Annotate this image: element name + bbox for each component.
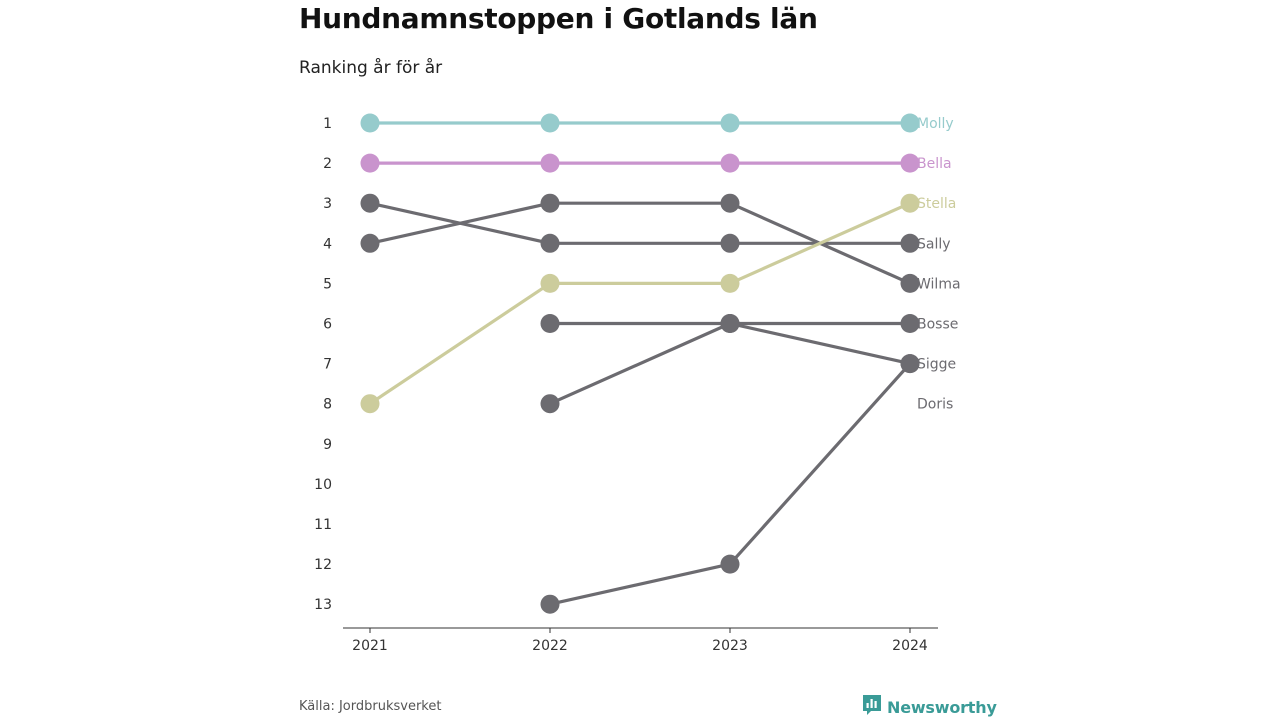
series-point-sally (720, 233, 740, 253)
series-point-bella (900, 153, 920, 173)
series-point-stella (900, 193, 920, 213)
series-point-sigge (720, 314, 740, 333)
y-tick-label: 2 (323, 156, 332, 172)
series-point-bella (540, 153, 560, 173)
chart-subtitle: Ranking år för år (299, 58, 443, 78)
x-tick-label: 2021 (352, 638, 388, 654)
series-point-molly (540, 113, 560, 133)
series-label-molly: Molly (917, 116, 954, 132)
series-label-sally: Sally (917, 236, 951, 252)
series-point-molly (720, 113, 740, 133)
x-axis: 2021 2022 2023 2024 (343, 627, 938, 654)
series-label-sigge: Sigge (917, 357, 956, 373)
series-labels: Molly Bella Stella Sally Wilma Bosse Sigge Dori… (917, 116, 961, 413)
series-line-sigge (549, 321, 911, 406)
series-point-wilma (540, 193, 560, 213)
series-label-doris: Doris (917, 397, 953, 413)
x-tick-label: 2022 (532, 638, 568, 654)
y-tick-label: 11 (314, 517, 332, 533)
newsworthy-logo-icon (862, 694, 882, 720)
series-point-sally (360, 193, 380, 213)
y-tick-label: 8 (323, 397, 332, 413)
series-line-sally (369, 201, 910, 245)
series-point-doris (900, 354, 920, 374)
series-point-bella (720, 153, 740, 173)
y-tick-label: 4 (323, 236, 332, 252)
brand-name: Newsworthy (887, 697, 997, 717)
series-lines (369, 121, 912, 606)
series-point-wilma (360, 233, 380, 253)
y-tick-label: 7 (323, 357, 332, 373)
series-point-molly (900, 113, 920, 133)
series-point-stella (360, 394, 380, 414)
y-tick-label: 13 (314, 597, 332, 613)
chart-title: Hundnamnstoppen i Gotlands län (299, 2, 818, 35)
series-point-doris (720, 554, 740, 574)
series-point-molly (360, 113, 380, 133)
y-tick-label: 1 (323, 116, 332, 132)
series-label-wilma: Wilma (917, 276, 961, 292)
y-tick-label: 12 (314, 557, 332, 573)
series-points (360, 113, 920, 614)
series-point-wilma (720, 193, 740, 213)
series-point-stella (540, 273, 560, 293)
y-tick-label: 6 (323, 317, 332, 333)
series-point-doris (540, 594, 560, 614)
y-tick-label: 5 (323, 276, 332, 292)
series-point-bella (360, 153, 380, 173)
x-tick-label: 2024 (892, 638, 928, 654)
source-note: Källa: Jordbruksverket (299, 699, 442, 714)
series-point-sally (540, 233, 560, 253)
series-point-sigge (540, 394, 560, 414)
series-label-bosse: Bosse (917, 317, 958, 333)
series-point-bosse (900, 314, 920, 333)
series-point-wilma (900, 273, 920, 293)
series-point-stella (720, 273, 740, 293)
series-point-bosse (540, 314, 560, 333)
series-line-stella (369, 201, 911, 406)
series-point-sally (900, 233, 920, 253)
series-label-bella: Bella (917, 156, 952, 172)
y-tick-label: 10 (314, 477, 332, 493)
y-tick-label: 3 (323, 196, 332, 212)
y-tick-label: 9 (323, 437, 332, 453)
brand-logo[interactable]: Newsworthy (862, 694, 997, 720)
series-label-stella: Stella (917, 196, 956, 212)
x-tick-label: 2023 (712, 638, 748, 654)
